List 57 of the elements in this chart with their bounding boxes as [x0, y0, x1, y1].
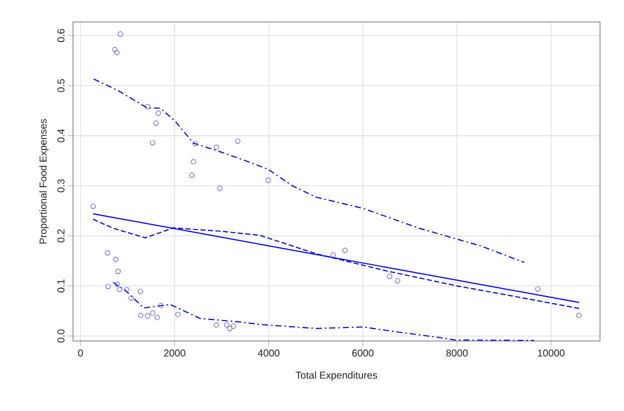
point — [128, 295, 134, 301]
point — [386, 274, 392, 279]
point — [214, 144, 220, 150]
x-tick-label: 10000 — [538, 350, 565, 357]
point — [114, 50, 120, 56]
x-axis-title: Total Expenditures — [296, 371, 378, 381]
point — [150, 140, 156, 146]
x-tick-label: 8000 — [446, 350, 468, 357]
point — [124, 286, 130, 292]
y-tick-label: 0.1 — [57, 279, 64, 292]
x-tick-label: 0 — [78, 350, 83, 357]
y-axis-title: Proportional Food Expenses — [39, 119, 49, 244]
point — [342, 248, 348, 253]
point — [156, 110, 161, 116]
point — [330, 252, 336, 258]
point — [190, 159, 196, 164]
point — [189, 172, 194, 178]
point — [106, 284, 111, 290]
x-tick-label: 2000 — [164, 350, 186, 357]
point — [145, 313, 150, 319]
point — [175, 312, 181, 318]
y-tick-label: 0.6 — [57, 29, 64, 42]
point — [90, 204, 96, 209]
y-tick-label: 0.0 — [57, 329, 64, 343]
point — [576, 312, 582, 318]
line-series — [112, 282, 535, 341]
x-tick-label: 4000 — [258, 350, 280, 357]
point — [217, 186, 222, 191]
y-tick-label: 0.4 — [57, 129, 64, 142]
point — [230, 323, 236, 329]
point — [113, 256, 118, 262]
point — [266, 178, 271, 183]
point — [104, 250, 110, 256]
point — [150, 310, 156, 316]
point — [235, 138, 240, 144]
point — [214, 322, 220, 328]
point — [154, 314, 160, 320]
point — [153, 120, 159, 126]
y-tick-label: 0.5 — [57, 79, 64, 92]
x-tick-label: 6000 — [352, 350, 374, 357]
y-tick-label: 0.3 — [57, 179, 64, 192]
point — [227, 326, 232, 332]
point — [535, 286, 540, 292]
point — [192, 141, 198, 146]
line-series — [93, 78, 525, 263]
point — [224, 322, 230, 328]
point — [114, 282, 120, 288]
point — [394, 278, 400, 284]
point — [115, 268, 121, 274]
point — [138, 288, 143, 294]
point — [112, 46, 118, 52]
point — [138, 312, 144, 318]
point — [158, 302, 164, 308]
point — [118, 31, 123, 37]
point — [145, 104, 150, 110]
y-tick-label: 0.2 — [57, 229, 64, 242]
point — [117, 286, 122, 292]
